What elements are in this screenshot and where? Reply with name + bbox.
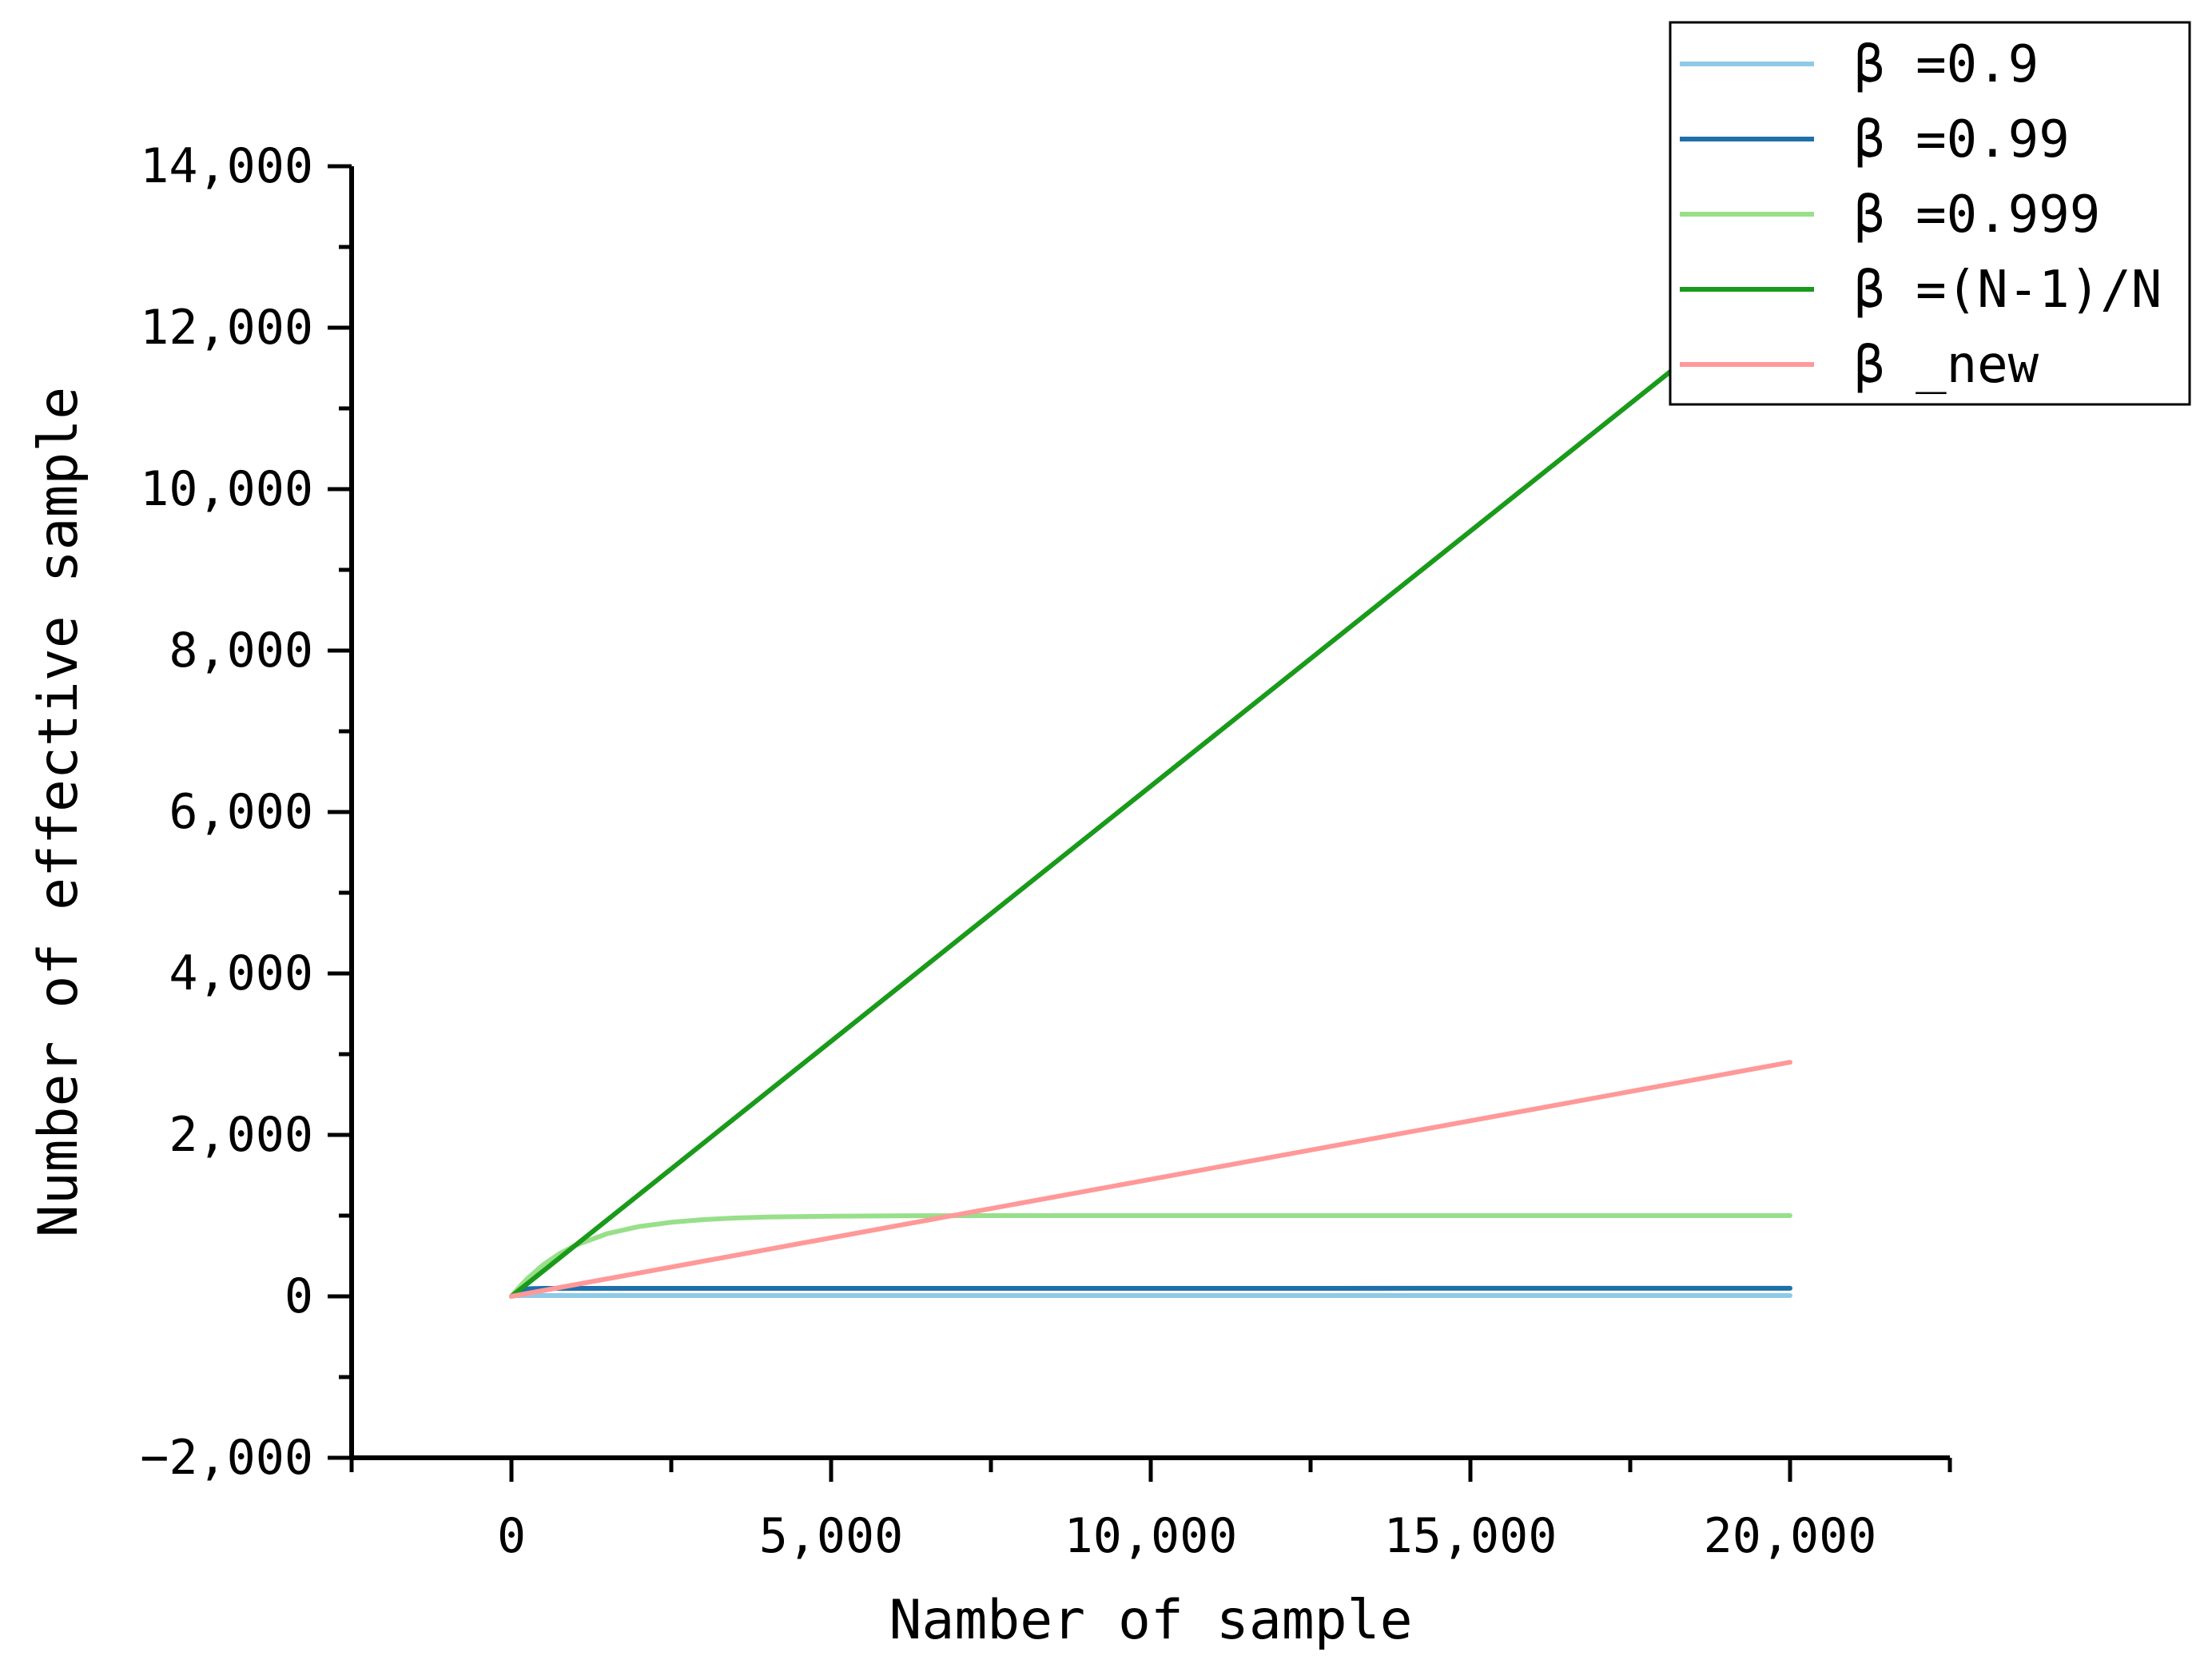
legend-label-5: β _new	[1854, 336, 2039, 395]
x-tick-label: 0	[497, 1508, 526, 1564]
series-line-4	[509, 273, 1792, 1299]
x-tick-label: 10,000	[1064, 1508, 1238, 1564]
x-tick-label: 15,000	[1384, 1508, 1558, 1564]
y-tick-label: 12,000	[140, 300, 313, 356]
series-line-5	[509, 1060, 1792, 1299]
y-tick-label: 2,000	[169, 1107, 313, 1163]
x-axis-title: Namber of sample	[889, 1589, 1412, 1652]
y-axis-title: Number of effective sample	[27, 387, 90, 1237]
legend-label-3: β =0.999	[1854, 185, 2100, 245]
legend-label-2: β =0.99	[1854, 110, 2070, 169]
y-tick-label: 0	[284, 1268, 313, 1324]
y-tick-label: 14,000	[140, 138, 313, 194]
y-tick-label: 6,000	[169, 784, 313, 840]
x-tick-label: 20,000	[1704, 1508, 1877, 1564]
y-tick-label: 8,000	[169, 623, 313, 679]
legend-label-4: β =(N-1)/N	[1854, 261, 2162, 320]
series-layer	[509, 273, 1792, 1299]
x-tick-label: 5,000	[759, 1508, 904, 1564]
series-line-3	[509, 1213, 1792, 1299]
y-tick-label: −2,000	[140, 1430, 313, 1486]
y-tick-label: 4,000	[169, 945, 313, 1001]
legend-label-1: β =0.9	[1854, 35, 2039, 94]
y-tick-label: 10,000	[140, 461, 313, 517]
axes: −2,000 0 2,000 4,000 6,000 8,000 10,000 12,000 1…	[27, 138, 1952, 1652]
legend: β =0.9 β =0.99 β =0.999 β =(N-1)/N β _new	[1669, 21, 2191, 406]
